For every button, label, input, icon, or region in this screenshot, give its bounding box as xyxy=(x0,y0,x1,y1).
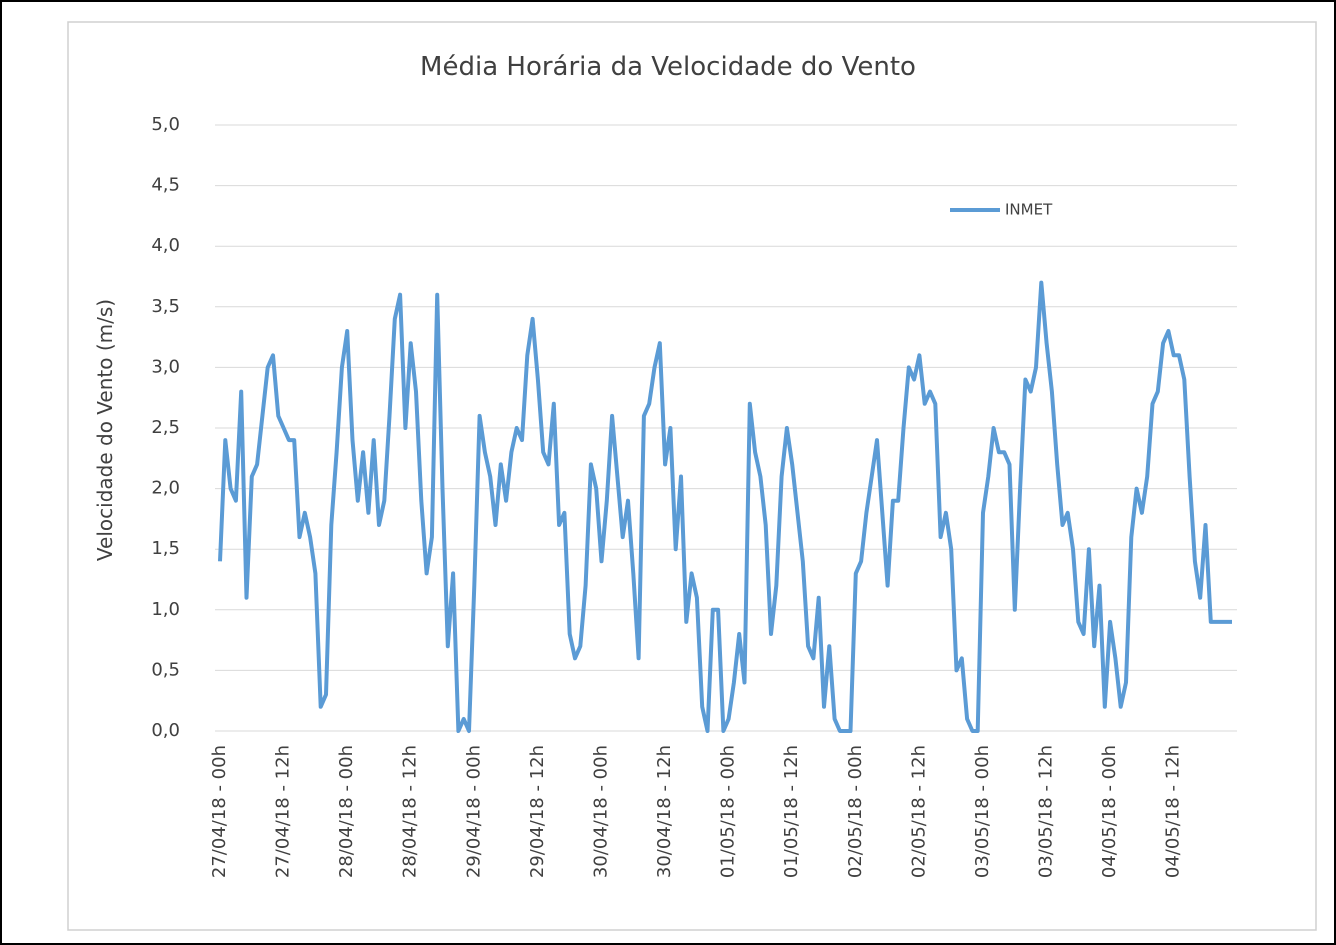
chart-area xyxy=(67,21,1317,931)
y-tick-label: 0,0 xyxy=(151,720,180,741)
chart-title: Média Horária da Velocidade do Vento xyxy=(420,52,916,82)
x-tick-label: 28/04/18 - 00h xyxy=(336,745,357,878)
y-tick-label: 1,5 xyxy=(151,538,180,559)
x-tick-label: 01/05/18 - 12h xyxy=(781,745,802,878)
y-tick-label: 3,0 xyxy=(151,356,180,377)
data-line xyxy=(218,280,1232,733)
y-tick-label: 4,0 xyxy=(151,235,180,256)
x-tick-label: 29/04/18 - 12h xyxy=(527,745,548,878)
y-tick-label: 4,5 xyxy=(151,175,180,196)
x-tick-label: 28/04/18 - 12h xyxy=(400,745,421,878)
y-tick-label: 2,0 xyxy=(151,478,180,499)
y-tick-label: 0,5 xyxy=(151,659,180,680)
x-tick-label: 02/05/18 - 12h xyxy=(908,745,929,878)
x-tick-label: 02/05/18 - 00h xyxy=(845,745,866,878)
y-tick-label: 2,5 xyxy=(151,417,180,438)
y-axis-label: Velocidade do Vento (m/s) xyxy=(93,299,117,561)
y-tick-label: 3,5 xyxy=(151,296,180,317)
x-tick-label: 27/04/18 - 00h xyxy=(209,745,230,878)
legend-label: INMET xyxy=(1005,201,1053,219)
x-tick-label: 04/05/18 - 00h xyxy=(1099,745,1120,878)
x-tick-label: 03/05/18 - 00h xyxy=(972,745,993,878)
x-tick-label: 01/05/18 - 00h xyxy=(718,745,739,878)
x-tick-label: 29/04/18 - 00h xyxy=(463,745,484,878)
y-tick-label: 1,0 xyxy=(151,599,180,620)
x-tick-label: 30/04/18 - 12h xyxy=(654,745,675,878)
y-tick-label: 5,0 xyxy=(151,114,180,135)
x-tick-label: 30/04/18 - 00h xyxy=(590,745,611,878)
x-tick-label: 04/05/18 - 12h xyxy=(1163,745,1184,878)
x-tick-label: 03/05/18 - 12h xyxy=(1036,745,1057,878)
x-tick-label: 27/04/18 - 12h xyxy=(273,745,294,878)
